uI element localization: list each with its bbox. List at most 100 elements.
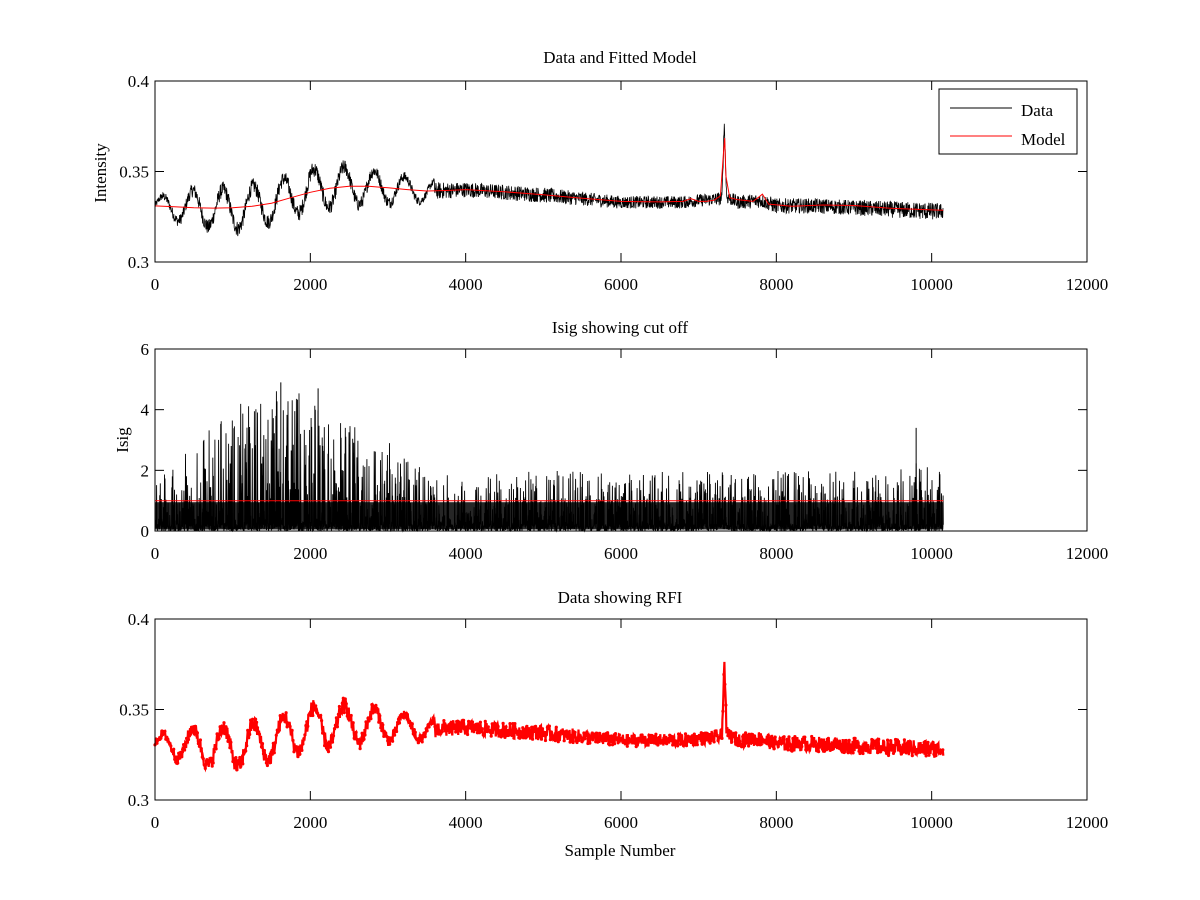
rfi-point	[499, 735, 503, 739]
rfi-point	[180, 755, 184, 759]
rfi-point	[325, 744, 329, 748]
rfi-point	[230, 750, 234, 754]
rfi-point	[853, 736, 857, 740]
rfi-point	[724, 703, 728, 707]
rfi-point	[237, 758, 241, 762]
rfi-point	[831, 747, 836, 751]
rfi-point	[440, 730, 444, 734]
y-tick-label: 0.3	[128, 253, 149, 272]
rfi-point	[513, 722, 517, 726]
rfi-point	[773, 735, 777, 739]
x-tick-label: 12000	[1066, 813, 1109, 832]
rfi-point	[632, 733, 636, 738]
rfi-point	[373, 710, 377, 714]
rfi-point	[606, 731, 610, 735]
rfi-point	[573, 730, 577, 734]
rfi-point	[262, 748, 266, 753]
rfi-point	[547, 724, 552, 728]
rfi-point	[585, 730, 589, 734]
rfi-point	[873, 743, 877, 747]
rfi-point	[241, 762, 245, 766]
rfi-point	[638, 737, 642, 741]
rfi-point	[803, 735, 807, 739]
rfi-point	[480, 727, 484, 731]
rfi-point	[179, 750, 183, 755]
rfi-point	[210, 764, 214, 768]
rfi-point	[345, 714, 349, 718]
rfi-point	[626, 741, 630, 745]
rfi-point	[519, 731, 523, 736]
rfi-point	[633, 741, 637, 745]
rfi-point	[229, 740, 233, 744]
rfi-point	[733, 734, 737, 738]
rfi-point	[312, 702, 316, 706]
rfi-point	[796, 745, 800, 749]
rfi-point	[582, 731, 586, 735]
panel-3: Data showing RFI 0 2000 4000 6000 8000 10000 1…	[119, 588, 1108, 860]
rfi-point	[240, 756, 244, 760]
rfi-point	[583, 737, 587, 741]
rfi-point	[489, 734, 493, 738]
x-tick-label: 0	[151, 813, 160, 832]
y-tick-label: 0.4	[128, 72, 150, 91]
rfi-point	[344, 702, 348, 706]
rfi-point	[416, 741, 420, 745]
rfi-point	[782, 735, 786, 739]
rfi-point	[877, 737, 881, 741]
rfi-point	[707, 735, 711, 739]
rfi-point	[431, 716, 435, 720]
rfi-point	[310, 706, 314, 710]
rfi-point	[556, 740, 560, 744]
rfi-point	[577, 738, 581, 743]
rfi-point	[611, 738, 616, 742]
rfi-point	[763, 738, 767, 742]
rfi-point	[770, 736, 774, 740]
rfi-point	[396, 717, 401, 721]
rfi-point	[378, 714, 382, 718]
rfi-point	[933, 746, 937, 751]
rfi-point	[783, 743, 787, 747]
rfi-point	[897, 746, 902, 750]
rfi-point	[405, 712, 409, 717]
rfi-point	[284, 711, 288, 715]
rfi-point	[910, 754, 914, 758]
rfi-point	[889, 739, 893, 743]
rfi-point	[252, 723, 256, 727]
rfi-point	[221, 725, 225, 729]
rfi-point	[239, 764, 243, 769]
rfi-point	[507, 733, 511, 737]
rfi-point	[537, 735, 542, 739]
rfi-point	[672, 735, 676, 739]
rfi-point	[263, 754, 267, 758]
rfi-point	[450, 730, 454, 734]
rfi-point	[714, 729, 718, 733]
rfi-point	[324, 739, 328, 743]
rfi-point	[647, 733, 651, 737]
rfi-point	[569, 733, 573, 738]
rfi-point	[248, 732, 252, 737]
rfi-point	[458, 724, 462, 729]
rfi-point	[534, 724, 538, 728]
rfi-point	[457, 720, 461, 724]
rfi-point	[868, 749, 872, 754]
rfi-point	[617, 733, 622, 737]
panel-1-title: Data and Fitted Model	[543, 48, 697, 67]
rfi-point	[792, 748, 796, 752]
rfi-point	[845, 747, 849, 751]
rfi-point	[675, 740, 679, 744]
rfi-point	[222, 721, 226, 725]
x-tick-label: 10000	[910, 275, 953, 294]
x-tick-label: 2000	[293, 544, 327, 563]
rfi-point	[927, 753, 931, 757]
rfi-point	[319, 713, 323, 718]
rfi-point	[166, 737, 170, 741]
rfi-point	[793, 735, 797, 739]
rfi-point	[516, 729, 520, 734]
rfi-point	[521, 726, 525, 730]
rfi-point	[529, 729, 533, 733]
y-tick-label: 4	[141, 401, 150, 420]
rfi-point	[298, 752, 302, 756]
rfi-point	[722, 672, 726, 677]
rfi-point	[923, 740, 927, 744]
rfi-point	[745, 740, 749, 745]
